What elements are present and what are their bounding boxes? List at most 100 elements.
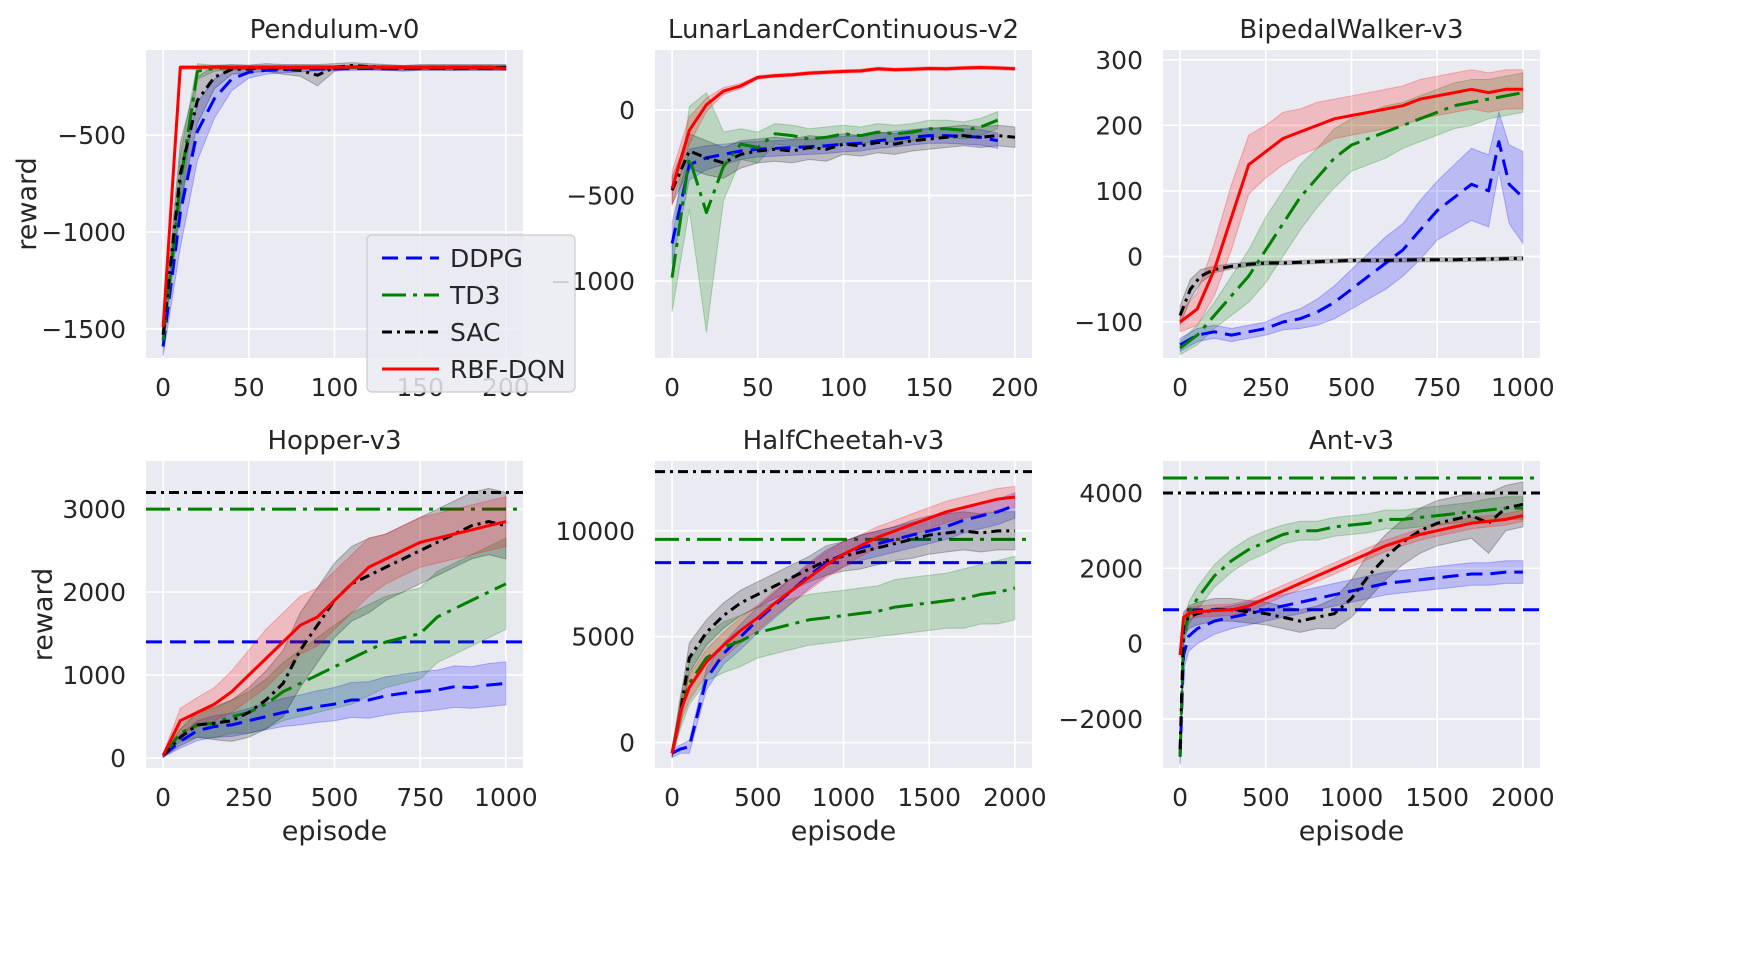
y-tick-label: 100 (1095, 177, 1143, 206)
chart-title: LunarLanderContinuous-v2 (668, 15, 1019, 45)
line-rbf-dqn (1178, 514, 1524, 656)
line-ddpg (1179, 140, 1524, 347)
y-tick-label: 0 (1127, 630, 1143, 659)
y-tick-label: −500 (566, 181, 635, 210)
x-tick-label: 250 (1242, 373, 1290, 402)
band-sac (162, 487, 507, 759)
panel-ant-v3: 0 500 1000 1500 2000 4000 2000 0 −2000 Ant-v3 epis… (1058, 426, 1554, 847)
y-tick-label: 0 (110, 744, 126, 773)
band-ddpg (671, 127, 999, 265)
band-rbf-dqn (1179, 69, 1524, 333)
y-tick-label: 3000 (62, 495, 126, 524)
y-tick-label: 0 (1127, 242, 1143, 271)
plot-marks (146, 487, 523, 759)
legend-label-rbf-dqn: RBF-DQN (450, 355, 566, 384)
y-tick-label: 300 (1095, 46, 1143, 75)
x-tick-label: 500 (734, 783, 782, 812)
band-sac (671, 511, 1016, 758)
line-rbf-dqn (1179, 87, 1523, 324)
band-ddpg (1179, 560, 1524, 765)
plot-marks (670, 65, 1016, 333)
x-tick-label: 0 (664, 783, 680, 812)
x-tick-label: 1500 (897, 783, 961, 812)
line-rbf-dqn (161, 520, 507, 757)
legend-label-ddpg: DDPG (450, 244, 523, 273)
y-tick-label: 10000 (555, 517, 635, 546)
plot-marks (655, 470, 1032, 759)
panel-hopper-v3: 0 250 500 750 1000 3000 2000 1000 0 Hopper-v3 epis… (28, 426, 538, 847)
plot-marks (1178, 69, 1524, 356)
x-tick-label: 500 (1328, 373, 1376, 402)
y-tick-label: 2000 (1079, 554, 1143, 583)
line-sac (1178, 256, 1523, 316)
panel-pendulum-v0: 050100150200−500−1000−1500Pendulum-v0rew… (12, 15, 530, 402)
band-sac (1179, 255, 1524, 326)
y-tick-label: 200 (1095, 111, 1143, 140)
line-td3 (161, 582, 507, 757)
panel-lunarlandercontinuous-v2: 0 50 100 150 2000−500−1000LunarLanderContinu… (550, 15, 1038, 402)
x-tick-label: 0 (155, 783, 171, 812)
legend-box (366, 234, 576, 393)
x-tick-label: 1500 (1405, 783, 1469, 812)
line-ddpg (670, 134, 998, 244)
y-tick-label: −1000 (41, 218, 126, 247)
band-ddpg (162, 661, 507, 759)
line-td3 (1178, 506, 1523, 757)
band-rbf-dqn (1179, 509, 1524, 659)
x-tick-label: 500 (1242, 783, 1290, 812)
x-tick-label: 2000 (983, 783, 1047, 812)
panel-bipedalwalker-v3: 0 250 500 750 10003002001000−100BipedalWalke… (1074, 15, 1554, 402)
y-tick-label: 0 (619, 729, 635, 758)
y-axis-label: reward (12, 157, 43, 251)
x-tick-label: 250 (225, 783, 273, 812)
band-td3 (671, 92, 999, 333)
x-tick-label: 2000 (1491, 783, 1555, 812)
line-td3 (1179, 91, 1524, 350)
y-tick-label: −2000 (1058, 705, 1143, 734)
plot-marks (161, 62, 507, 357)
x-tick-label: 0 (1172, 783, 1188, 812)
line-rbf-dqn (161, 65, 506, 328)
legend: DDPG TD3 SAC RBF-DQN (366, 234, 576, 393)
x-axis-label: episode (1299, 816, 1405, 847)
y-tick-label: 1000 (62, 661, 126, 690)
x-tick-label: 150 (905, 373, 953, 402)
x-tick-label: 1000 (1320, 783, 1384, 812)
x-tick-label: 1000 (1491, 373, 1555, 402)
x-tick-label: 0 (1172, 373, 1188, 402)
x-tick-label: 100 (820, 373, 868, 402)
line-ddpg (1178, 570, 1523, 757)
line-rbf-dqn (670, 495, 1016, 754)
band-td3 (162, 537, 507, 759)
chart-title: Hopper-v3 (267, 426, 401, 456)
x-tick-label: 1000 (812, 783, 876, 812)
x-axis-label: episode (791, 816, 897, 847)
legend-label-td3: TD3 (449, 281, 500, 310)
x-tick-label: 200 (991, 373, 1039, 402)
y-tick-label: 4000 (1079, 479, 1143, 508)
x-tick-label: 500 (311, 783, 359, 812)
y-tick-label: 2000 (62, 578, 126, 607)
x-tick-label: 750 (1413, 373, 1461, 402)
band-td3 (1179, 496, 1524, 765)
panel-halfcheetah-v3: 0 500 1000 1500 2000 10000 5000 0 HalfCheetah-v3… (555, 426, 1046, 847)
x-tick-label: 100 (311, 373, 359, 402)
y-tick-label: 5000 (571, 623, 635, 652)
band-ddpg (671, 492, 1016, 759)
band-rbf-dqn (671, 485, 1016, 758)
y-tick-label: −500 (57, 121, 126, 150)
band-ddpg (1179, 110, 1524, 353)
x-tick-label: 1000 (474, 783, 538, 812)
x-axis-label: episode (282, 816, 388, 847)
band-rbf-dqn (162, 496, 507, 759)
chart-title: Ant-v3 (1309, 426, 1394, 456)
band-rbf-dqn (671, 65, 1016, 206)
band-td3 (1179, 72, 1524, 356)
x-tick-label: 0 (664, 373, 680, 402)
chart-title: BipedalWalker-v3 (1239, 15, 1463, 45)
plot-marks (1163, 476, 1540, 765)
line-rbf-dqn (670, 66, 1015, 190)
y-tick-label: 0 (619, 96, 635, 125)
x-tick-label: 50 (233, 373, 265, 402)
